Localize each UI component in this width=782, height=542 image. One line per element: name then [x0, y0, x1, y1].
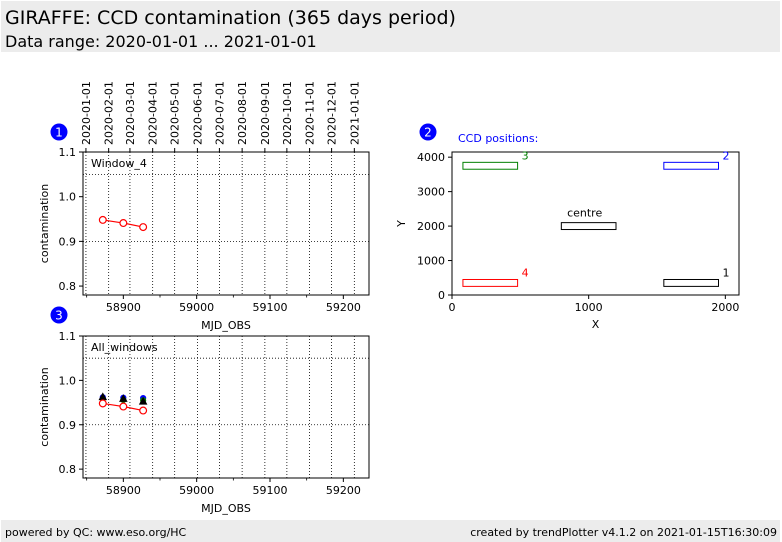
x-tick-label: 2000	[711, 301, 739, 314]
footer-left-text: powered by QC: www.eso.org/HC	[5, 526, 187, 539]
report-footer: powered by QC: www.eso.org/HC created by…	[1, 520, 780, 542]
x-tick-label: 59000	[179, 301, 214, 314]
y-tick-label: 1.0	[59, 191, 77, 204]
report-header: GIRAFFE: CCD contamination (365 days per…	[1, 1, 780, 52]
data-point	[98, 215, 107, 224]
page-title: GIRAFFE: CCD contamination (365 days per…	[5, 7, 456, 29]
top-date-label: 2020-01-01	[80, 81, 93, 145]
footer-right-text: created by trendPlotter v4.1.2 on 2021-0…	[470, 526, 777, 539]
ccd-window-label: 2	[723, 149, 730, 162]
y-axis-label: Y	[395, 220, 408, 228]
data-point	[119, 402, 128, 411]
data-point	[138, 396, 148, 405]
panel-badge-2	[419, 123, 437, 141]
y-tick-label: 1000	[417, 255, 445, 268]
ccd-window-label: 1	[723, 266, 730, 279]
y-tick-label: 0.9	[59, 419, 77, 432]
y-axis-label: contamination	[38, 184, 51, 263]
top-date-label: 2021-01-01	[348, 81, 361, 145]
ccd-window-label: 4	[522, 266, 529, 279]
data-point	[139, 406, 148, 415]
y-tick-label: 0.9	[59, 235, 77, 248]
page-subtitle: Data range: 2020-01-01 ... 2021-01-01	[5, 32, 317, 51]
x-tick-label: 59100	[253, 484, 288, 497]
y-tick-label: 0.8	[59, 463, 77, 476]
x-tick-label: 0	[449, 301, 456, 314]
top-date-label: 2020-12-01	[326, 81, 339, 145]
panel-label: Window_4	[91, 157, 147, 170]
ccd-window-rect	[462, 161, 519, 170]
x-axis-label: X	[592, 318, 600, 331]
plot-frame	[451, 151, 740, 296]
data-point	[119, 394, 128, 402]
top-date-label: 2020-07-01	[213, 81, 226, 145]
panel-badge-3	[50, 306, 68, 324]
ccd-window-rect	[663, 278, 719, 287]
panel-badge-1	[50, 123, 68, 141]
x-axis-label: MJD_OBS	[201, 502, 251, 515]
top-date-label: 2020-05-01	[169, 81, 182, 145]
x-axis-label: MJD_OBS	[201, 319, 251, 332]
panel-badge-label-2: 2	[424, 126, 432, 140]
ccd-window-rect	[663, 161, 719, 170]
y-tick-label: 1.1	[59, 330, 77, 343]
top-date-label: 2020-03-01	[124, 81, 137, 145]
panel-badge-label-3: 3	[55, 309, 63, 323]
plot-frame	[82, 335, 370, 479]
x-tick-label: 1000	[575, 301, 603, 314]
top-date-label: 2020-08-01	[236, 81, 249, 145]
y-tick-label: 1.0	[59, 374, 77, 387]
x-tick-label: 59200	[326, 484, 361, 497]
data-point	[98, 399, 107, 408]
y-tick-label: 0.8	[59, 280, 77, 293]
ccd-caption: CCD positions:	[458, 132, 538, 145]
y-tick-label: 4000	[417, 151, 445, 164]
data-point	[139, 223, 148, 232]
ccd-window-label: centre	[567, 207, 602, 220]
top-date-label: 2020-02-01	[103, 81, 116, 145]
panel-label: All_windows	[91, 341, 158, 354]
x-tick-label: 58900	[106, 484, 141, 497]
x-tick-label: 59000	[179, 484, 214, 497]
top-date-label: 2020-04-01	[147, 81, 160, 145]
top-date-label: 2020-11-01	[304, 81, 317, 145]
ccd-window-rect	[462, 278, 519, 287]
y-tick-label: 3000	[417, 186, 445, 199]
top-date-label: 2020-06-01	[191, 81, 204, 145]
ccd-window-rect	[560, 222, 617, 231]
top-date-label: 2020-09-01	[259, 81, 272, 145]
y-tick-label: 2000	[417, 220, 445, 233]
x-tick-label: 58900	[106, 301, 141, 314]
ccd-window-label: 3	[522, 149, 529, 162]
y-tick-label: 0	[438, 289, 445, 302]
panel-badge-label-1: 1	[55, 126, 63, 140]
top-date-label: 2020-10-01	[281, 81, 294, 145]
x-tick-label: 59100	[253, 301, 288, 314]
y-tick-label: 1.1	[59, 146, 77, 159]
x-tick-label: 59200	[326, 301, 361, 314]
data-point	[119, 219, 128, 228]
plot-frame	[82, 151, 370, 296]
y-axis-label: contamination	[38, 367, 51, 446]
